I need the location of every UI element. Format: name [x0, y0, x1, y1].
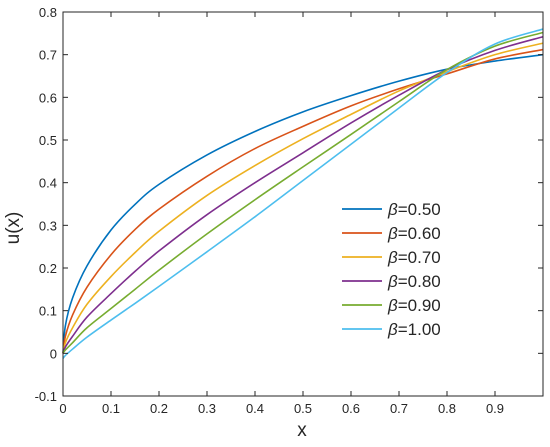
legend-beta-symbol: β [387, 272, 398, 291]
x-axis-label: x [297, 420, 307, 441]
y-tick-label: 0 [50, 346, 57, 361]
x-tick-label: 0.3 [198, 401, 216, 416]
legend-entry: β=0.90 [387, 296, 441, 315]
x-tick-label: 0.1 [102, 401, 120, 416]
legend-value: =0.50 [398, 200, 441, 219]
y-tick-label: 0.8 [39, 5, 57, 20]
x-axis-ticks: 0 0.1 0.2 0.3 0.4 0.5 0.6 0.7 0.8 0.9 [59, 12, 504, 416]
y-axis-ticks: -0.1 0 0.1 0.2 0.3 0.4 0.5 0.6 0.7 0.8 [35, 5, 543, 404]
legend-entry: β=0.50 [387, 200, 441, 219]
series-line-3 [62, 35, 544, 354]
legend-entry: β=0.70 [387, 248, 441, 267]
y-tick-label: 0.6 [39, 90, 57, 105]
legend-value: =0.60 [398, 224, 441, 243]
legend-entry: β=0.80 [387, 272, 441, 291]
y-tick-label: 0.7 [39, 48, 57, 63]
series-line-4 [62, 31, 544, 354]
legend-value: =0.70 [398, 248, 441, 267]
legend-entry: β=0.60 [387, 224, 441, 243]
series-line-0 [62, 53, 544, 354]
y-tick-label: 0.4 [39, 176, 57, 191]
x-tick-label: 0.4 [246, 401, 264, 416]
x-tick-label: 0.2 [150, 401, 168, 416]
y-tick-label: 0.2 [39, 261, 57, 276]
y-tick-label: 0.3 [39, 218, 57, 233]
series-line-1 [62, 48, 544, 354]
series-line-2 [62, 42, 544, 354]
x-tick-label: 0.8 [438, 401, 456, 416]
x-tick-label: 0.5 [294, 401, 312, 416]
legend-entry: β=1.00 [387, 320, 441, 339]
y-tick-label: 0.5 [39, 133, 57, 148]
y-tick-label: 0.1 [39, 304, 57, 319]
legend-value: =1.00 [398, 320, 441, 339]
y-tick-label: -0.1 [35, 389, 57, 404]
legend-beta-symbol: β [387, 248, 398, 267]
legend: β=0.50β=0.60β=0.70β=0.80β=0.90β=1.00 [342, 200, 441, 339]
legend-beta-symbol: β [387, 320, 398, 339]
legend-value: =0.80 [398, 272, 441, 291]
legend-beta-symbol: β [387, 200, 398, 219]
legend-beta-symbol: β [387, 224, 398, 243]
y-axis-label: u(x) [3, 212, 24, 245]
legend-beta-symbol: β [387, 296, 398, 315]
x-tick-label: 0 [59, 401, 66, 416]
x-tick-label: 0.6 [342, 401, 360, 416]
series-layer [62, 28, 544, 359]
series-line-5 [62, 28, 544, 359]
x-tick-label: 0.9 [486, 401, 504, 416]
x-tick-label: 0.7 [390, 401, 408, 416]
legend-value: =0.90 [398, 296, 441, 315]
